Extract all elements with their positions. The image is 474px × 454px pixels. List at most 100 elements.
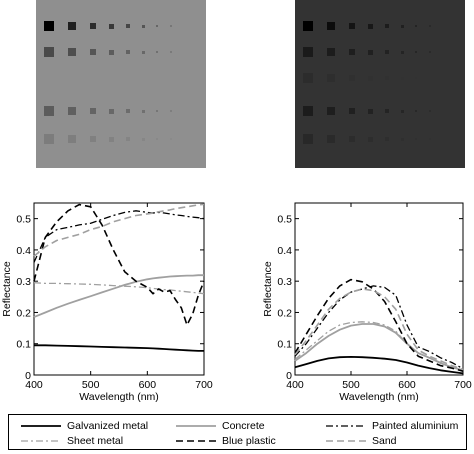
legend: Galvanized metal Concrete Painted alumin…	[8, 414, 467, 450]
color-patch	[68, 107, 76, 115]
legend-label: Blue plastic	[222, 435, 276, 447]
color-patch	[90, 136, 96, 142]
color-patch	[126, 109, 130, 113]
color-patch	[170, 77, 172, 79]
color-patch	[415, 77, 417, 79]
color-patch	[108, 23, 114, 29]
color-patch	[44, 106, 54, 116]
color-patch	[108, 49, 114, 55]
color-patch	[367, 49, 373, 55]
color-patch	[303, 73, 313, 83]
y-tick-label: 0.5	[277, 214, 292, 226]
y-tick-label: 0.3	[277, 276, 292, 288]
y-tick-label: 0.4	[277, 245, 292, 257]
color-patch	[141, 24, 145, 28]
color-patch	[44, 21, 54, 31]
color-patch	[415, 25, 417, 27]
color-patch	[68, 135, 76, 143]
color-patch	[141, 137, 145, 141]
color-patch	[108, 108, 114, 114]
color-patch	[170, 138, 172, 140]
y-tick-label: 0	[286, 370, 292, 382]
color-patch	[141, 76, 145, 80]
plot-area	[294, 202, 464, 376]
color-patch	[327, 22, 335, 30]
color-patch	[68, 74, 76, 82]
y-tick-label: 0.1	[16, 339, 31, 351]
color-patch	[90, 49, 96, 55]
color-patch	[415, 110, 417, 112]
y-tick-label: 0.1	[277, 339, 292, 351]
color-patch	[349, 108, 355, 114]
color-patch	[303, 134, 313, 144]
color-patch	[385, 50, 389, 54]
color-patch	[429, 25, 431, 27]
series-line-sand	[294, 288, 464, 371]
x-tick-label: 400	[25, 379, 43, 391]
legend-label: Sand	[372, 435, 397, 447]
color-patch	[141, 109, 145, 113]
color-patch	[156, 77, 158, 79]
legend-line-galvanized-metal	[21, 425, 61, 427]
color-patch	[400, 137, 404, 141]
x-tick-label: 600	[398, 379, 416, 391]
y-axis-label: Reflectance	[1, 261, 13, 317]
y-tick-label: 0.3	[16, 276, 31, 288]
legend-line-sheet-metal	[21, 440, 61, 442]
y-tick-label: 0.2	[16, 307, 31, 319]
color-patch	[400, 76, 404, 80]
color-patch	[400, 109, 404, 113]
series-line-painted-aluminium	[294, 285, 464, 370]
color-patch	[429, 110, 431, 112]
color-patch	[385, 137, 389, 141]
color-patch	[90, 75, 96, 81]
patch-grid-right	[295, 0, 465, 168]
x-tick-label: 400	[286, 379, 304, 391]
color-patch	[349, 23, 355, 29]
color-patch	[90, 23, 96, 29]
color-patch	[385, 109, 389, 113]
color-patch	[156, 51, 158, 53]
color-patch	[429, 77, 431, 79]
x-axis-label: Wavelength (nm)	[79, 391, 159, 403]
color-patch	[303, 21, 313, 31]
color-patch	[400, 24, 404, 28]
color-patch	[367, 23, 373, 29]
series-line-galvanized-metal	[34, 344, 204, 352]
legend-line-sand	[326, 440, 366, 442]
color-patch	[415, 51, 417, 53]
color-patch	[349, 136, 355, 142]
series-line-painted-aluminium	[33, 210, 205, 263]
series-line-galvanized-metal	[294, 355, 464, 375]
series-line-sheet-metal	[294, 321, 464, 371]
color-patch	[170, 51, 172, 53]
y-tick-label: 0	[25, 370, 31, 382]
legend-line-painted-aluminium	[326, 425, 366, 427]
color-patch	[415, 138, 417, 140]
color-patch	[303, 47, 313, 57]
color-patch	[126, 50, 130, 54]
color-patch	[170, 110, 172, 112]
color-patch	[156, 25, 158, 27]
x-tick-label: 700	[454, 379, 472, 391]
legend-label: Sheet metal	[67, 435, 124, 447]
color-patch	[327, 48, 335, 56]
legend-label: Painted aluminium	[372, 420, 459, 432]
color-patch	[126, 137, 130, 141]
color-patch	[303, 106, 313, 116]
y-tick-label: 0.2	[277, 307, 292, 319]
color-patch	[429, 51, 431, 53]
legend-line-concrete	[176, 425, 216, 427]
reflectance-chart-right: 400 500 600 700 0 0.1 0.2 0.3 0.4 0.5 Wavelength (…	[262, 202, 472, 403]
series-line-sand	[33, 203, 205, 257]
legend-line-blue-plastic	[176, 440, 216, 442]
series-line-concrete	[33, 274, 204, 318]
series-line-blue-plastic	[294, 278, 464, 372]
color-patch	[385, 24, 389, 28]
y-axis-label: Reflectance	[262, 261, 274, 317]
color-patch	[156, 138, 158, 140]
series-line-concrete	[294, 323, 464, 372]
x-tick-label: 700	[195, 379, 213, 391]
color-patch	[367, 75, 373, 81]
x-tick-label: 500	[342, 379, 360, 391]
